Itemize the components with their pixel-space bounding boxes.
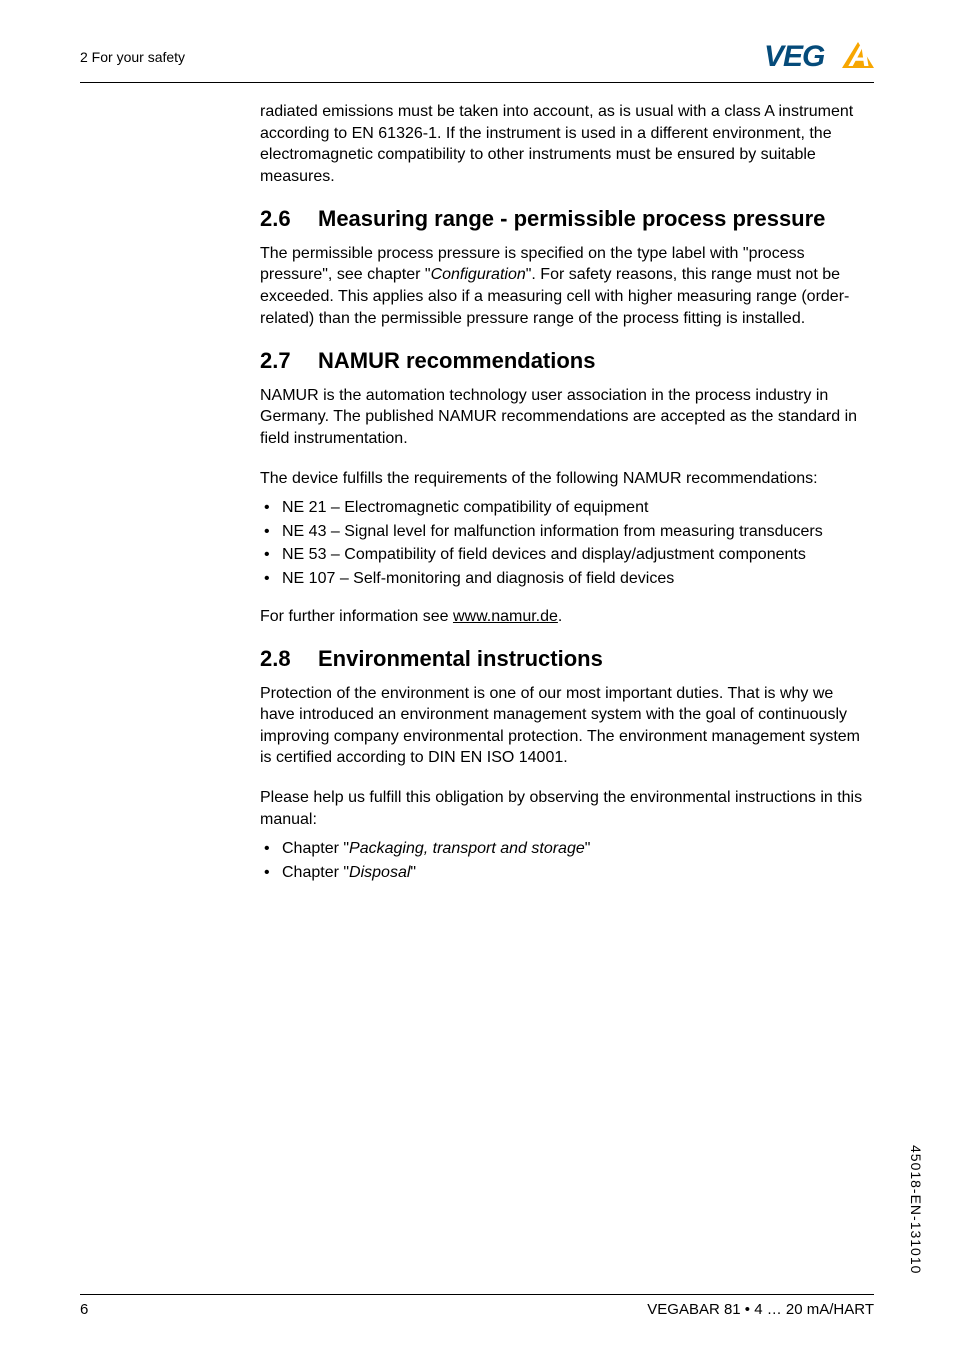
s26-paragraph: The permissible process pressure is spec… <box>260 243 864 329</box>
header-rule <box>80 82 874 83</box>
page-number: 6 <box>80 1301 88 1318</box>
heading-num: 2.7 <box>260 347 318 375</box>
heading-title: Measuring range - permissible process pr… <box>318 205 864 233</box>
s28-bullets: Chapter "Packaging, transport and storag… <box>260 838 864 883</box>
text: . <box>558 608 562 625</box>
heading-2-7: 2.7 NAMUR recommendations <box>260 347 864 375</box>
s27-p2: The device fulfills the requirements of … <box>260 468 864 490</box>
text: Chapter " <box>282 864 349 881</box>
heading-num: 2.8 <box>260 645 318 673</box>
list-item: NE 21 – Electromagnetic compatibility of… <box>260 497 864 519</box>
text-italic: Disposal <box>349 864 410 881</box>
heading-title: Environmental instructions <box>318 645 864 673</box>
text-italic: Configuration <box>431 266 526 283</box>
link-text: www.namur.de <box>453 608 558 625</box>
list-item: NE 107 – Self-monitoring and diagnosis o… <box>260 568 864 590</box>
s27-p1: NAMUR is the automation technology user … <box>260 385 864 450</box>
list-item: Chapter "Disposal" <box>260 862 864 884</box>
text: " <box>585 840 591 857</box>
list-item: NE 53 – Compatibility of field devices a… <box>260 544 864 566</box>
s27-bullets: NE 21 – Electromagnetic compatibility of… <box>260 497 864 589</box>
list-item: Chapter "Packaging, transport and storag… <box>260 838 864 860</box>
heading-2-6: 2.6 Measuring range - permissible proces… <box>260 205 864 233</box>
intro-paragraph: radiated emissions must be taken into ac… <box>260 101 864 187</box>
product-name: VEGABAR 81 • 4 … 20 mA/HART <box>647 1301 874 1318</box>
svg-text:A: A <box>848 40 871 73</box>
s28-p2: Please help us fulfill this obligation b… <box>260 787 864 830</box>
s28-p1: Protection of the environment is one of … <box>260 683 864 769</box>
doc-code-vertical: 45018-EN-131010 <box>908 1145 924 1274</box>
text-italic: Packaging, transport and storage <box>349 840 585 857</box>
logo: VEG A <box>764 40 874 74</box>
footer-rule <box>80 1294 874 1295</box>
header-section-label: 2 For your safety <box>80 49 185 65</box>
text: For further information see <box>260 608 453 625</box>
text: " <box>410 864 416 881</box>
heading-num: 2.6 <box>260 205 318 233</box>
svg-text:VEG: VEG <box>764 40 825 73</box>
s27-p3: For further information see www.namur.de… <box>260 606 864 628</box>
text: Chapter " <box>282 840 349 857</box>
list-item: NE 43 – Signal level for malfunction inf… <box>260 521 864 543</box>
heading-2-8: 2.8 Environmental instructions <box>260 645 864 673</box>
heading-title: NAMUR recommendations <box>318 347 864 375</box>
